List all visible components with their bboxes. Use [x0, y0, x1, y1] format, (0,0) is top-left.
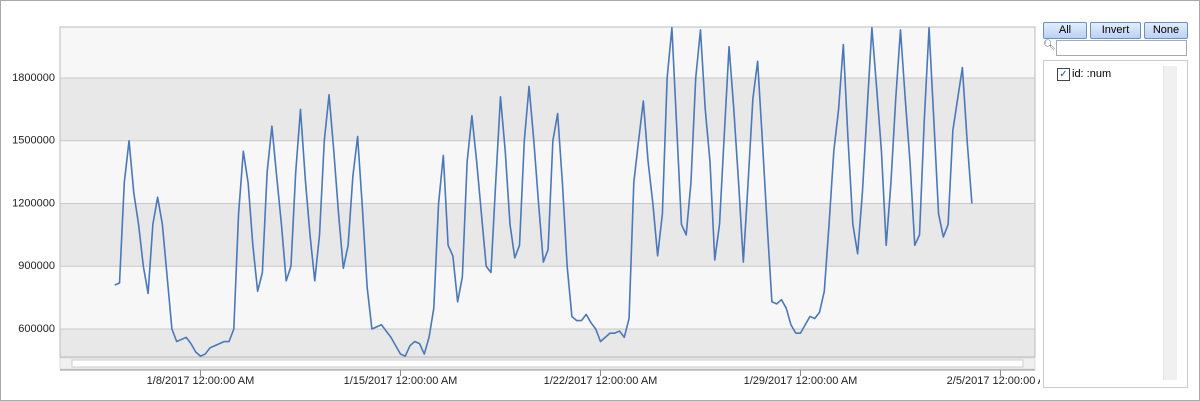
search-box[interactable] — [1056, 40, 1187, 56]
x-tick-label: 1/15/2017 12:00:00 AM — [344, 375, 458, 387]
y-tick-label: 600000 — [18, 323, 55, 335]
list-scrollbar[interactable] — [1163, 66, 1177, 380]
plot-frame — [59, 26, 1036, 358]
x-scroll-thumb — [71, 359, 1024, 368]
x-tick-label: 1/29/2017 12:00:00 AM — [744, 375, 858, 387]
plot-band — [60, 266, 1035, 329]
none-button[interactable]: None — [1144, 22, 1188, 39]
invert-button[interactable]: Invert — [1090, 22, 1141, 39]
y-tick-label: 1800000 — [12, 72, 55, 84]
x-tick-label: 1/8/2017 12:00:00 AM — [147, 375, 255, 387]
series-line — [114, 27, 973, 357]
plot-band — [60, 203, 1035, 267]
x-tick-label: 2/5/2017 12:00:00 AM — [947, 375, 1040, 387]
all-button[interactable]: All — [1043, 22, 1087, 39]
legend-entry[interactable]: id: :num — [1072, 68, 1112, 80]
y-tick-label: 1200000 — [12, 197, 55, 209]
search-icon: 🔍︎ — [1043, 40, 1056, 51]
plot-band — [60, 78, 1035, 141]
plot-band — [60, 140, 1035, 204]
series-checkbox[interactable]: ✓ — [1057, 68, 1070, 81]
chart: 600000 900000 1200000 1500000 1800000 1/8/201… — [12, 26, 1040, 387]
x-tick-label: 1/22/2017 12:00:00 AM — [544, 375, 658, 387]
y-tick-label: 900000 — [18, 260, 55, 272]
y-tick-label: 1500000 — [12, 135, 55, 147]
plot-band — [60, 27, 1035, 79]
